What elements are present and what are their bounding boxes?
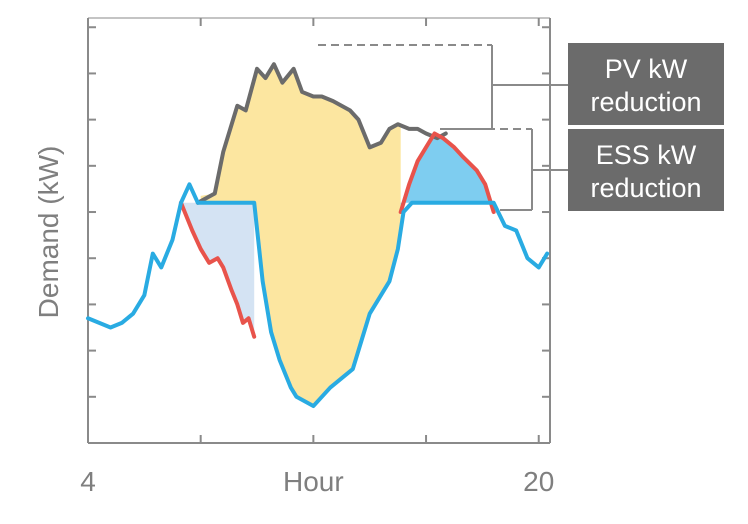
axes bbox=[87, 17, 551, 444]
net-demand-line bbox=[86, 182, 550, 409]
pv-reduction-fill bbox=[200, 64, 401, 407]
ticks: 4 Hour 20 bbox=[80, 18, 554, 497]
pv-only-demand-line-evening bbox=[398, 131, 496, 215]
pv-reduction-box bbox=[568, 43, 724, 125]
baseline-demand-line bbox=[195, 62, 448, 205]
axis-labels: Demand (kW) bbox=[33, 146, 64, 319]
callouts: PV kW reduction ESS kW reduction bbox=[318, 43, 724, 211]
ess-reduction-box bbox=[568, 129, 724, 211]
pv-reduction-label-line2: reduction bbox=[590, 87, 701, 117]
x-tick-label-4: 20 bbox=[523, 466, 554, 497]
fill-areas bbox=[180, 64, 494, 407]
ess-reduction-label-line2: reduction bbox=[590, 173, 701, 203]
pv-only-demand-line-morning bbox=[178, 200, 257, 339]
x-tick-label-2: Hour bbox=[283, 466, 344, 497]
y-axis-title: Demand (kW) bbox=[33, 146, 64, 319]
ess-morning-fill bbox=[180, 202, 255, 337]
ess-reduction-callout: ESS kW reduction bbox=[448, 128, 724, 211]
x-tick-label-0: 4 bbox=[80, 466, 96, 497]
pv-reduction-callout: PV kW reduction bbox=[318, 43, 724, 130]
pv-reduction-label-line1: PV kW bbox=[605, 54, 688, 84]
ess-reduction-label-line1: ESS kW bbox=[596, 140, 697, 170]
series-lines bbox=[86, 62, 550, 409]
